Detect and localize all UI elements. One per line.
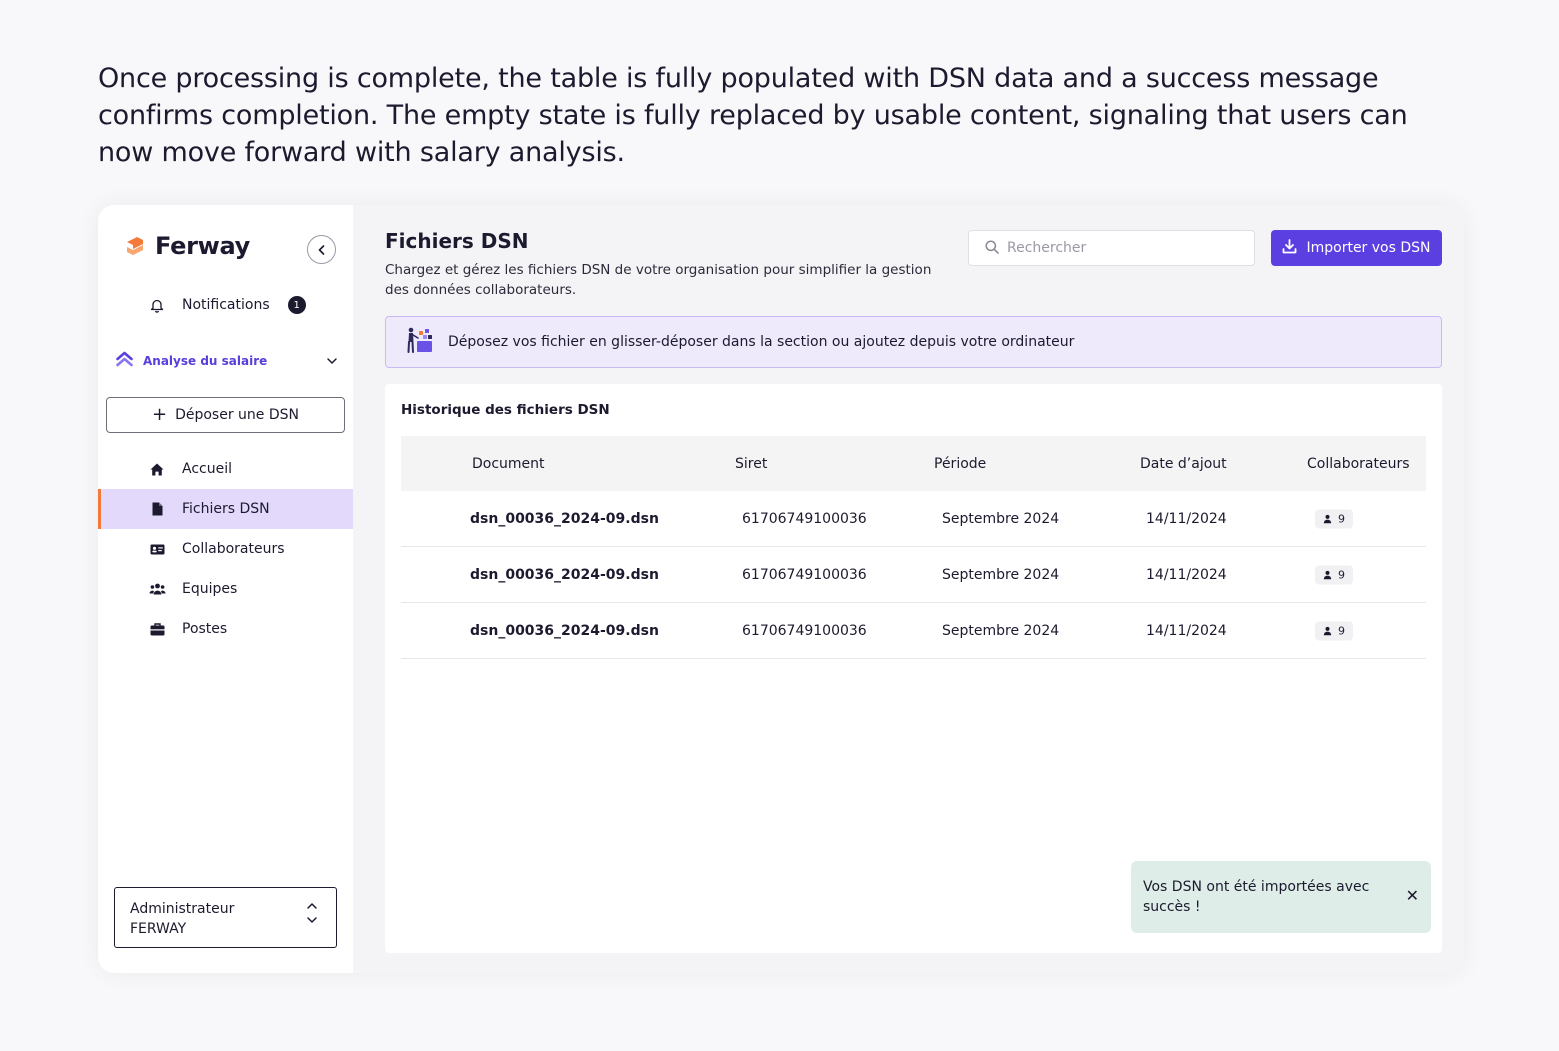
sidebar-nav: Accueil Fichiers DSN Collaborateurs Equi… [98, 449, 353, 649]
section-analyse-du-salaire[interactable]: Analyse du salaire [116, 351, 338, 371]
plus-icon: + [151, 404, 168, 425]
document-cell: dsn_00036_2024-09.dsn [470, 566, 659, 583]
periode-cell: Septembre 2024 [942, 622, 1060, 639]
sidebar: Ferway Notifications 1 Analyse du salair… [98, 205, 353, 973]
chevron-left-icon [318, 244, 324, 255]
section-label: Analyse du salaire [143, 354, 268, 368]
brand-name: Ferway [155, 232, 251, 260]
import-dsn-button[interactable]: Importer vos DSN [1271, 230, 1442, 266]
file-icon [148, 502, 166, 516]
collaborateurs-cell: 9 [1315, 565, 1353, 584]
chevron-down-icon [326, 352, 338, 371]
column-header-date-ajout[interactable]: Date d’ajout [1140, 455, 1227, 472]
users-icon [148, 583, 166, 595]
person-icon [1323, 514, 1332, 523]
deposit-dsn-label: Déposer une DSN [175, 407, 299, 423]
dropzone-text: Déposez vos fichier en glisser-déposer d… [448, 334, 1075, 350]
column-header-periode[interactable]: Période [934, 455, 987, 472]
periode-cell: Septembre 2024 [942, 510, 1060, 527]
collaborateurs-cell: 9 [1315, 621, 1353, 640]
home-icon [148, 463, 166, 476]
dsn-table: Document Siret Période Date d’ajout Coll… [401, 436, 1426, 659]
collapse-sidebar-button[interactable] [307, 235, 336, 264]
bell-icon [148, 298, 166, 313]
table-row[interactable]: dsn_00036_2024-09.dsn 61706749100036 Sep… [401, 603, 1426, 659]
page-description: Chargez et gérez les fichiers DSN de vot… [385, 262, 932, 298]
collaborateurs-chip: 9 [1315, 621, 1353, 640]
sidebar-item-fichiers-dsn[interactable]: Fichiers DSN [98, 489, 353, 529]
document-cell: dsn_00036_2024-09.dsn [470, 510, 659, 527]
main-content: Fichiers DSN Chargez et gérez les fichie… [353, 205, 1464, 973]
date-cell: 14/11/2024 [1146, 510, 1227, 527]
history-title: Historique des fichiers DSN [401, 402, 610, 418]
collaborateurs-count: 9 [1338, 512, 1345, 525]
search-icon [985, 239, 999, 258]
sidebar-item-label: Collaborateurs [182, 541, 285, 557]
import-dsn-label: Importer vos DSN [1306, 240, 1431, 256]
analyse-chevrons-icon [116, 351, 133, 371]
periode-cell: Septembre 2024 [942, 566, 1060, 583]
account-organization: FERWAY [130, 921, 187, 937]
collaborateurs-count: 9 [1338, 568, 1345, 581]
table-row[interactable]: dsn_00036_2024-09.dsn 61706749100036 Sep… [401, 547, 1426, 603]
table-row[interactable]: dsn_00036_2024-09.dsn 61706749100036 Sep… [401, 491, 1426, 547]
notifications-count-badge: 1 [287, 296, 306, 314]
sidebar-item-accueil[interactable]: Accueil [98, 449, 353, 489]
dropzone-banner[interactable]: Déposez vos fichier en glisser-déposer d… [385, 316, 1442, 368]
account-role: Administrateur [130, 901, 235, 917]
id-card-icon [148, 544, 166, 555]
column-header-siret[interactable]: Siret [735, 455, 768, 472]
siret-cell: 61706749100036 [742, 622, 867, 639]
search-input[interactable] [1007, 240, 1237, 256]
collaborateurs-count: 9 [1338, 624, 1345, 637]
deposit-dsn-button[interactable]: + Déposer une DSN [106, 397, 345, 433]
siret-cell: 61706749100036 [742, 566, 867, 583]
chevron-up-down-icon [306, 902, 318, 924]
briefcase-icon [148, 622, 166, 636]
sidebar-item-postes[interactable]: Postes [98, 609, 353, 649]
sidebar-item-label: Equipes [182, 581, 238, 597]
upload-illustration-icon [406, 326, 434, 358]
app-window: Ferway Notifications 1 Analyse du salair… [98, 205, 1464, 973]
account-switcher[interactable]: Administrateur FERWAY [114, 887, 337, 948]
download-icon [1282, 238, 1297, 258]
sidebar-item-label: Fichiers DSN [182, 501, 270, 517]
history-card: Historique des fichiers DSN Document Sir… [385, 384, 1442, 953]
intro-text: Once processing is complete, the table i… [98, 63, 1408, 168]
notifications-item[interactable]: Notifications 1 [148, 295, 306, 315]
sidebar-item-label: Postes [182, 621, 228, 637]
table-header: Document Siret Période Date d’ajout Coll… [401, 436, 1426, 491]
person-icon [1323, 626, 1332, 635]
collaborateurs-cell: 9 [1315, 509, 1353, 528]
date-cell: 14/11/2024 [1146, 622, 1227, 639]
collaborateurs-chip: 9 [1315, 565, 1353, 584]
toast-message: Vos DSN ont été importées avec succès ! [1143, 879, 1370, 915]
close-icon[interactable]: ✕ [1405, 886, 1419, 905]
page-title: Fichiers DSN [385, 229, 529, 253]
person-icon [1323, 570, 1332, 579]
siret-cell: 61706749100036 [742, 510, 867, 527]
document-cell: dsn_00036_2024-09.dsn [470, 622, 659, 639]
ferway-logo-icon [123, 234, 147, 258]
sidebar-item-label: Accueil [182, 461, 232, 477]
logo: Ferway [123, 232, 250, 260]
sidebar-item-collaborateurs[interactable]: Collaborateurs [98, 529, 353, 569]
search-field[interactable] [968, 230, 1255, 266]
column-header-document[interactable]: Document [472, 455, 545, 472]
collaborateurs-chip: 9 [1315, 509, 1353, 528]
success-toast: Vos DSN ont été importées avec succès ! … [1131, 861, 1431, 933]
notifications-label: Notifications [182, 297, 270, 313]
date-cell: 14/11/2024 [1146, 566, 1227, 583]
sidebar-item-equipes[interactable]: Equipes [98, 569, 353, 609]
column-header-collaborateurs[interactable]: Collaborateurs [1307, 455, 1410, 472]
